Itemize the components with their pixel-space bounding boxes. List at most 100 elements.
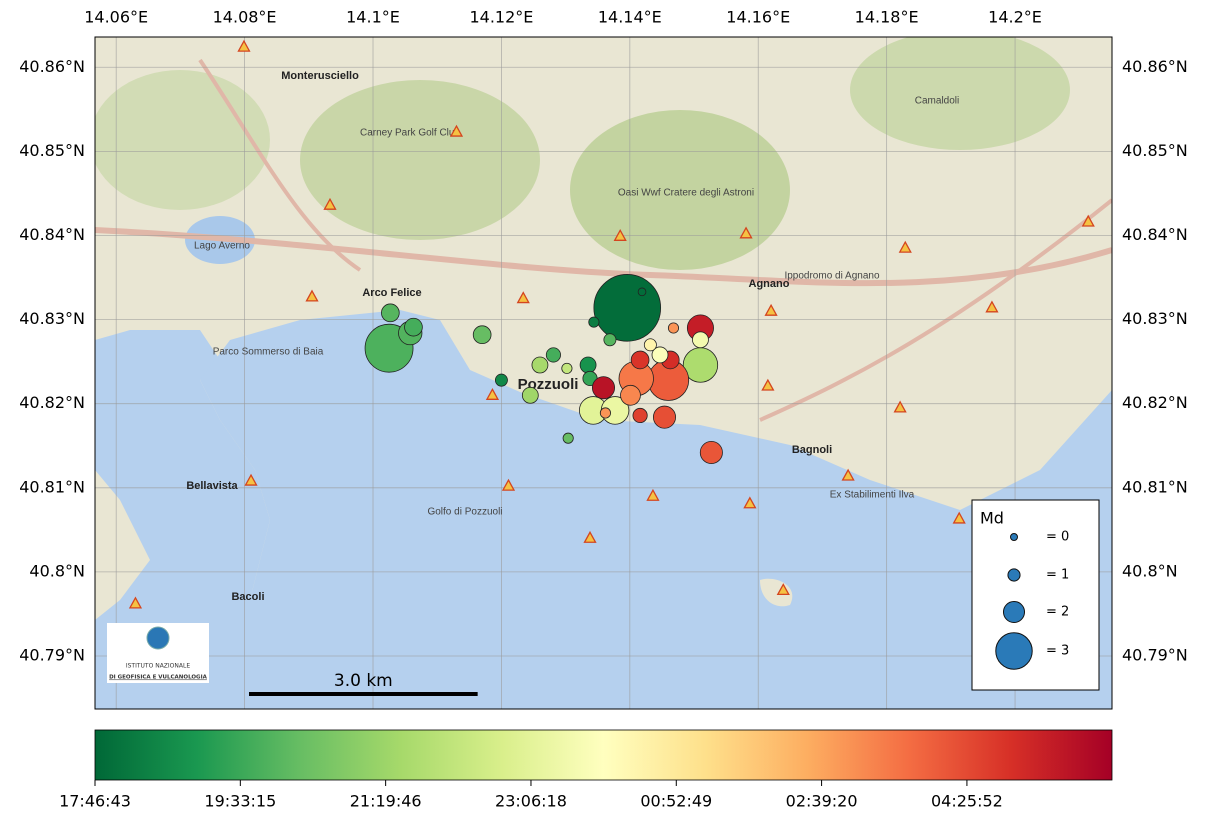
station (841, 468, 855, 481)
earthquake (588, 316, 600, 328)
earthquake (599, 407, 611, 419)
road (198, 58, 362, 272)
y-tick-label: 40.85°N (19, 141, 85, 160)
place-label: Ippodromo di Agnano (784, 271, 880, 282)
earthquake (545, 347, 561, 363)
station (485, 387, 500, 400)
earthquake (699, 440, 723, 464)
station (305, 289, 319, 302)
y-tick-label: 40.84°N (19, 225, 85, 244)
legend-marker (1007, 568, 1021, 582)
y-tick-label: 40.81°N (19, 477, 85, 496)
station (898, 240, 912, 253)
size-legend: Md = 0 = 1 = 2 = 3 (971, 499, 1100, 691)
earthquake (591, 376, 616, 400)
hill (300, 80, 540, 240)
place-label: Monterusciello (281, 70, 359, 82)
station (323, 197, 337, 210)
legend-label: = 1 (1046, 568, 1069, 583)
scale-bar-label: 3.0 km (334, 671, 393, 691)
place-label: Camaldoli (915, 96, 959, 107)
earthquake (381, 303, 400, 323)
earthquake (603, 333, 617, 347)
y-tick-label: 40.86°N (19, 57, 85, 76)
station (516, 291, 530, 304)
station (776, 583, 790, 596)
hill (570, 110, 790, 270)
hill (850, 37, 1070, 150)
station (449, 124, 464, 137)
x-tick-label: 14.12°E (469, 8, 533, 27)
y-tick-label-right: 40.8°N (1122, 561, 1178, 580)
earthquake (643, 338, 657, 352)
station (761, 378, 775, 391)
earthquake (667, 322, 680, 334)
colorbar-tick-label: 02:39:20 (786, 792, 858, 811)
logo: ISTITUTO NAZIONALE DI GEOFISICA E VULCAN… (107, 623, 209, 683)
earthquake (562, 432, 574, 444)
legend-box (971, 499, 1100, 691)
colorbar-tick-label: 04:25:52 (931, 792, 1003, 811)
legend-marker (995, 632, 1033, 670)
place-label: Bellavista (186, 480, 238, 492)
legend-label: = 2 (1046, 605, 1069, 620)
y-tick-label: 40.83°N (19, 309, 85, 328)
y-tick-label-right: 40.82°N (1122, 393, 1188, 412)
y-tick-label: 40.82°N (19, 393, 85, 412)
place-label: Parco Sommerso di Baia (213, 347, 324, 358)
station (739, 226, 753, 239)
earthquake (620, 384, 641, 406)
earthquake (652, 405, 677, 429)
station (952, 511, 966, 524)
place-label: Ex Stabilimenti Ilva (830, 490, 915, 501)
earthquake (494, 373, 508, 387)
x-tick-label: 14.14°E (598, 8, 662, 27)
station (985, 300, 999, 313)
station (583, 530, 597, 543)
earthquake (630, 350, 650, 370)
legend-marker (1002, 600, 1026, 624)
x-tick-label: 14.08°E (213, 8, 277, 27)
hill (95, 70, 270, 210)
x-tick-label: 14.18°E (855, 8, 919, 27)
sea (200, 310, 1112, 709)
map-frame (94, 36, 1113, 710)
x-tick-label: 14.16°E (726, 8, 790, 27)
earthquake (579, 356, 597, 374)
y-tick-label-right: 40.79°N (1122, 646, 1188, 665)
station (613, 228, 627, 241)
colorbar-tick-label: 00:52:49 (640, 792, 712, 811)
earthquake (472, 325, 492, 345)
legend-label: = 3 (1046, 644, 1069, 659)
place-label: Carney Park Golf Club (360, 128, 460, 139)
earthquake (521, 386, 539, 404)
place-label: Oasi Wwf Cratere degli Astroni (618, 188, 754, 199)
road (759, 198, 1112, 422)
station (244, 473, 258, 486)
y-tick-label-right: 40.84°N (1122, 225, 1188, 244)
station (743, 496, 757, 509)
place-label: Lago Averno (194, 241, 250, 252)
place-label: Golfo di Pozzuoli (427, 507, 502, 518)
earthquake (593, 274, 662, 342)
y-tick-label-right: 40.83°N (1122, 309, 1188, 328)
station (646, 488, 660, 501)
legend-title: Md (980, 509, 1004, 528)
logo-text: ISTITUTO NAZIONALE (126, 663, 190, 670)
place-label: Arco Felice (362, 287, 421, 299)
colorbar-tick-label: 19:33:15 (204, 792, 276, 811)
sea-west (95, 330, 270, 709)
station (1081, 214, 1095, 227)
logo-text: DI GEOFISICA E VULCANOLOGIA (109, 675, 208, 681)
station (128, 596, 143, 609)
basemap (95, 37, 1112, 709)
station (237, 39, 251, 52)
place-label: Agnano (749, 278, 790, 290)
colorbar-tick-label: 23:06:18 (495, 792, 567, 811)
road (95, 227, 1112, 287)
place-label: Bacoli (231, 591, 264, 603)
y-tick-label-right: 40.86°N (1122, 57, 1188, 76)
colorbar-tick-label: 17:46:43 (59, 792, 131, 811)
earthquake (561, 362, 573, 374)
